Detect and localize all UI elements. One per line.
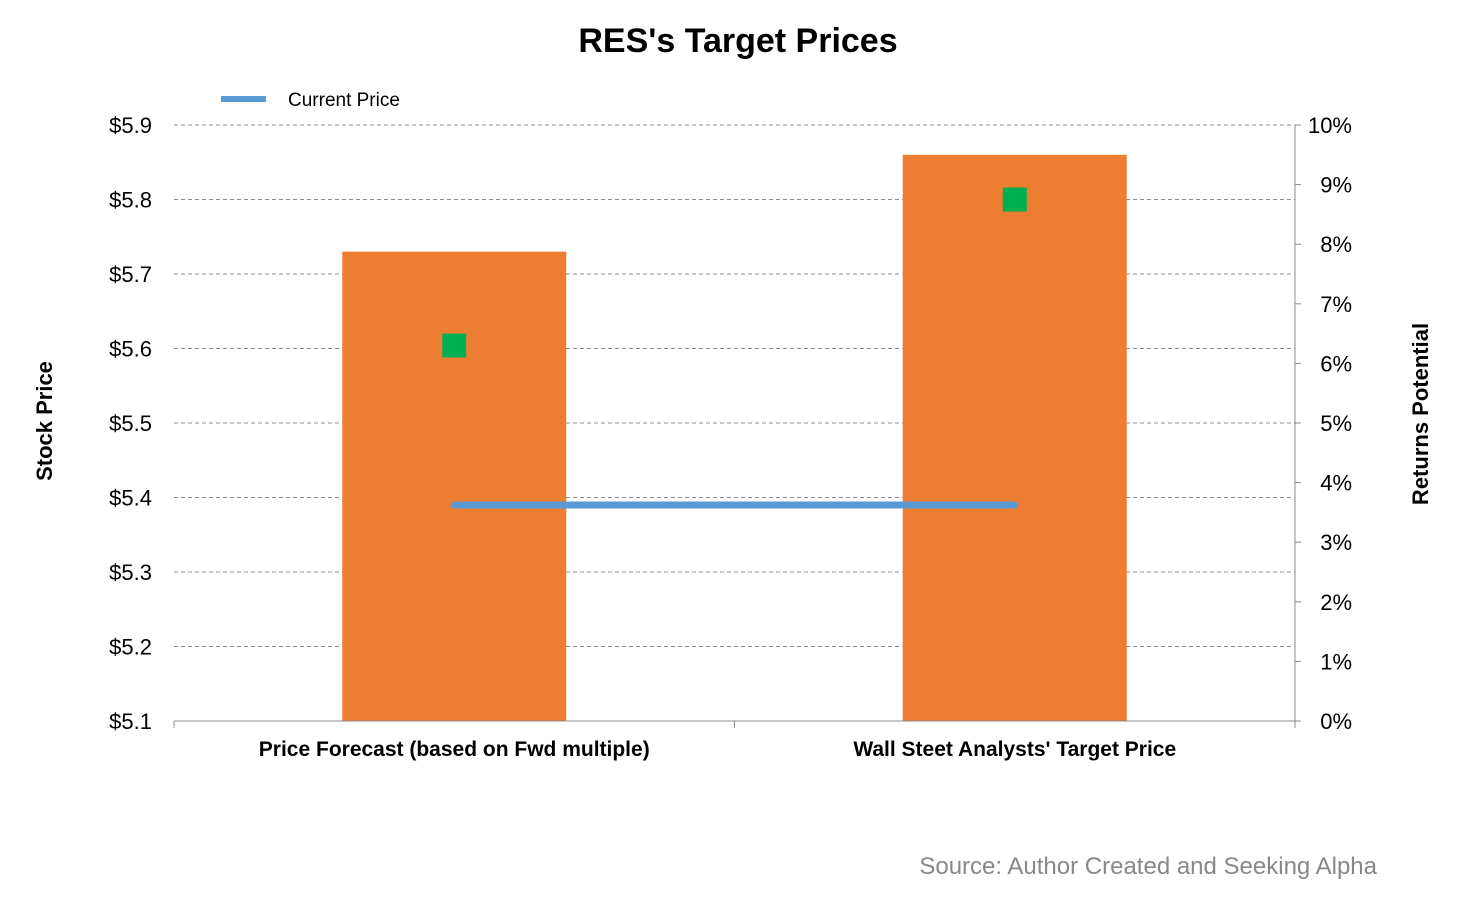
y-tick-labels: $5.9 $5.8 $5.7 $5.6 $5.5 $5.4 $5.3 $5.2 $5.1 [109,113,152,734]
y2-tick-label: 4% [1320,471,1352,496]
source-note: Source: Author Created and Seeking Alpha [919,853,1377,880]
bars [342,154,1127,722]
x-tick-labels: Price Forecast (based on Fwd multiple) Wa… [259,738,1176,761]
legend: Current Price [221,90,400,111]
y-tick-label: $5.5 [109,411,152,436]
chart-title: RES's Target Prices [578,22,897,60]
y-tick-label: $5.4 [109,486,152,511]
y-tick-label: $5.1 [109,709,152,734]
y2-tick-label: 10% [1308,113,1352,138]
y-tick-label: $5.3 [109,560,152,585]
bar [342,251,567,721]
y2-tick-label: 9% [1320,173,1352,198]
legend-current-price-label: Current Price [288,90,400,111]
y2-tick-label: 7% [1320,292,1352,317]
y2-tick-label: 5% [1320,411,1352,436]
returns-potential-marker [1002,187,1027,212]
y-tick-label: $5.9 [109,113,152,138]
y2-tick-labels: 10% 9% 8% 7% 6% 5% 4% 3% 2% 1% 0% [1308,113,1352,734]
y2-tick-label: 2% [1320,590,1352,615]
y-tick-label: $5.7 [109,262,152,287]
y2-tick-label: 3% [1320,530,1352,555]
markers [442,187,1027,358]
y2-tick-label: 6% [1320,351,1352,376]
y-tick-label: $5.6 [109,337,152,362]
y-tick-label: $5.2 [109,635,152,660]
bar [902,154,1127,722]
y2-axis-label: Returns Potential [1408,323,1433,505]
y-tick-label: $5.8 [109,188,152,213]
x-tick-label: Wall Steet Analysts' Target Price [853,738,1176,761]
axes [173,124,1301,728]
y2-tick-label: 8% [1320,232,1352,257]
y-axis-label: Stock Price [32,361,57,481]
returns-potential-marker [442,333,467,358]
gridlines [174,124,1295,647]
x-tick-label: Price Forecast (based on Fwd multiple) [259,738,650,761]
y2-tick-label: 0% [1320,709,1352,734]
y2-tick-label: 1% [1320,649,1352,674]
